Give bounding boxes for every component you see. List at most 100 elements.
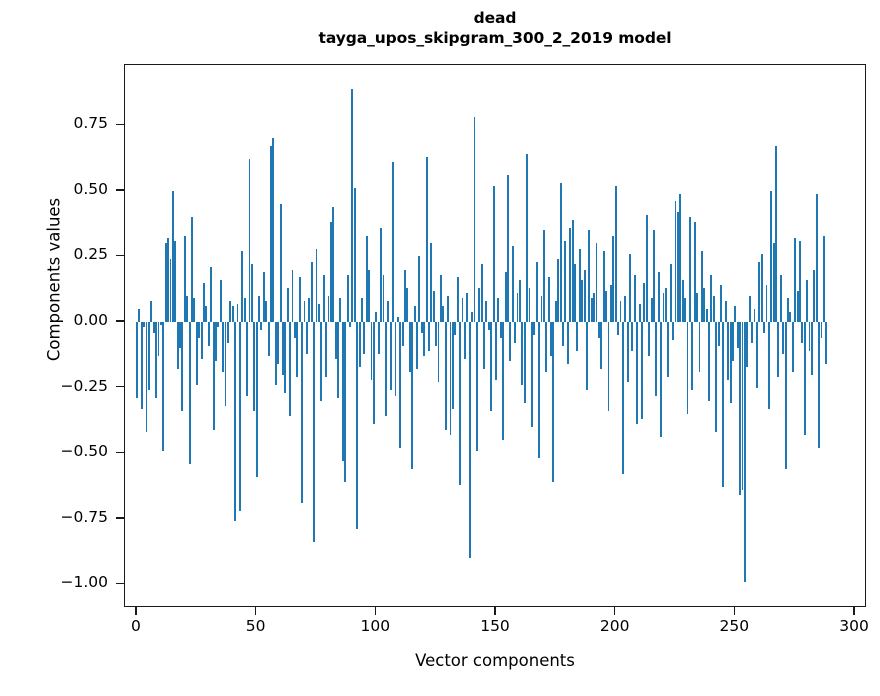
bar	[310, 261, 313, 323]
bar	[382, 274, 385, 323]
bar	[514, 322, 517, 344]
bar	[669, 264, 672, 323]
bar	[147, 322, 150, 391]
x-tick-mark	[135, 607, 137, 615]
bar	[420, 322, 423, 333]
bar	[727, 322, 730, 380]
bar	[631, 322, 634, 351]
bar	[480, 264, 483, 323]
bar	[459, 322, 462, 485]
bar	[779, 274, 782, 323]
bar	[243, 298, 246, 323]
bar	[708, 322, 710, 401]
bar	[217, 322, 220, 328]
bar	[770, 190, 773, 323]
bar	[296, 322, 299, 378]
plot-axes	[124, 64, 866, 607]
bar	[152, 322, 155, 333]
y-tick-label: −0.75	[60, 507, 109, 526]
bar	[265, 301, 268, 323]
bar	[609, 285, 612, 323]
bar	[775, 146, 777, 323]
bar	[588, 230, 591, 323]
bar	[495, 322, 497, 380]
bar	[511, 246, 514, 323]
bar	[624, 295, 627, 323]
bar	[574, 264, 576, 323]
bar	[605, 290, 608, 323]
bar	[351, 88, 354, 323]
bar	[138, 308, 141, 323]
bar	[174, 240, 177, 323]
bar	[595, 243, 598, 323]
bar	[315, 248, 318, 323]
bar	[700, 251, 703, 323]
bar	[597, 322, 600, 338]
bar	[303, 301, 306, 323]
y-tick-label: 0.00	[73, 311, 108, 330]
x-tick-label: 50	[245, 617, 266, 635]
bar	[648, 322, 651, 357]
x-tick-label: 200	[599, 617, 630, 635]
bar	[655, 322, 658, 396]
bar	[466, 293, 469, 323]
x-tick-label: 150	[480, 617, 510, 635]
bar	[396, 316, 399, 323]
bar	[413, 306, 416, 323]
bar	[167, 238, 170, 323]
bar	[353, 188, 356, 323]
bar	[447, 295, 450, 323]
bar	[334, 322, 337, 359]
x-axis-label: Vector components	[415, 651, 575, 670]
bar	[554, 301, 557, 323]
bar	[143, 322, 146, 328]
bar	[638, 303, 641, 323]
bar	[439, 274, 442, 323]
bar	[545, 322, 548, 372]
bar	[533, 322, 536, 336]
bar	[437, 322, 440, 383]
bar	[234, 322, 237, 522]
bar	[521, 322, 524, 386]
bar	[241, 251, 244, 323]
bar	[672, 322, 675, 341]
bar	[291, 269, 294, 323]
chart-title-line-2: tayga_upos_skipgram_300_2_2019 model	[318, 29, 672, 48]
bar	[696, 293, 698, 323]
bar	[435, 322, 438, 346]
bar	[277, 322, 280, 365]
bar	[621, 322, 624, 475]
bar	[815, 193, 818, 323]
bar	[660, 322, 663, 438]
bar	[535, 261, 538, 323]
bar	[684, 298, 687, 323]
bar	[698, 322, 701, 372]
bar	[238, 322, 241, 511]
bar	[559, 183, 562, 323]
bar	[219, 280, 222, 323]
x-tick-label: 100	[360, 617, 391, 635]
bar	[289, 322, 292, 417]
bar	[425, 156, 428, 323]
bar	[664, 287, 667, 323]
bar	[806, 280, 809, 323]
bar	[593, 293, 596, 323]
bar	[313, 322, 316, 543]
bar	[236, 303, 239, 323]
bar	[542, 230, 545, 323]
bar	[765, 285, 768, 323]
bar	[301, 322, 304, 504]
bar	[629, 253, 631, 323]
bar	[784, 322, 787, 469]
bar	[282, 322, 284, 375]
bar	[679, 193, 682, 323]
bar	[471, 311, 473, 323]
x-tick-mark	[254, 607, 257, 615]
bar	[777, 322, 780, 378]
bar	[183, 235, 186, 323]
bar	[468, 322, 471, 559]
bar	[760, 253, 763, 323]
bar	[734, 306, 737, 323]
chart-title: dead tayga_upos_skipgram_300_2_2019 mode…	[124, 8, 866, 49]
bar	[657, 272, 660, 323]
